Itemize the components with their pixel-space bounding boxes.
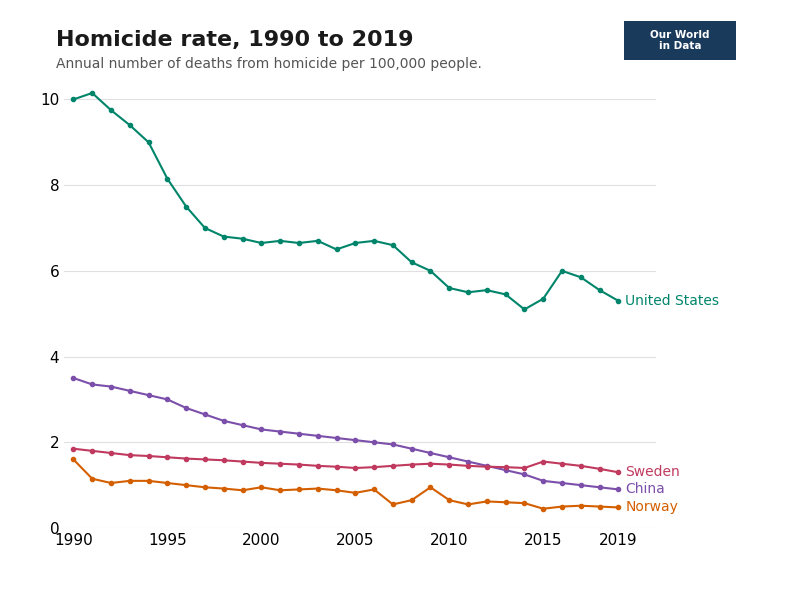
Text: United States: United States [626,294,719,308]
Text: Sweden: Sweden [626,465,680,479]
Text: Annual number of deaths from homicide per 100,000 people.: Annual number of deaths from homicide pe… [56,57,482,71]
Text: Our World
in Data: Our World in Data [650,29,710,51]
Text: China: China [626,482,665,496]
Text: Homicide rate, 1990 to 2019: Homicide rate, 1990 to 2019 [56,30,414,50]
Text: Norway: Norway [626,500,678,514]
